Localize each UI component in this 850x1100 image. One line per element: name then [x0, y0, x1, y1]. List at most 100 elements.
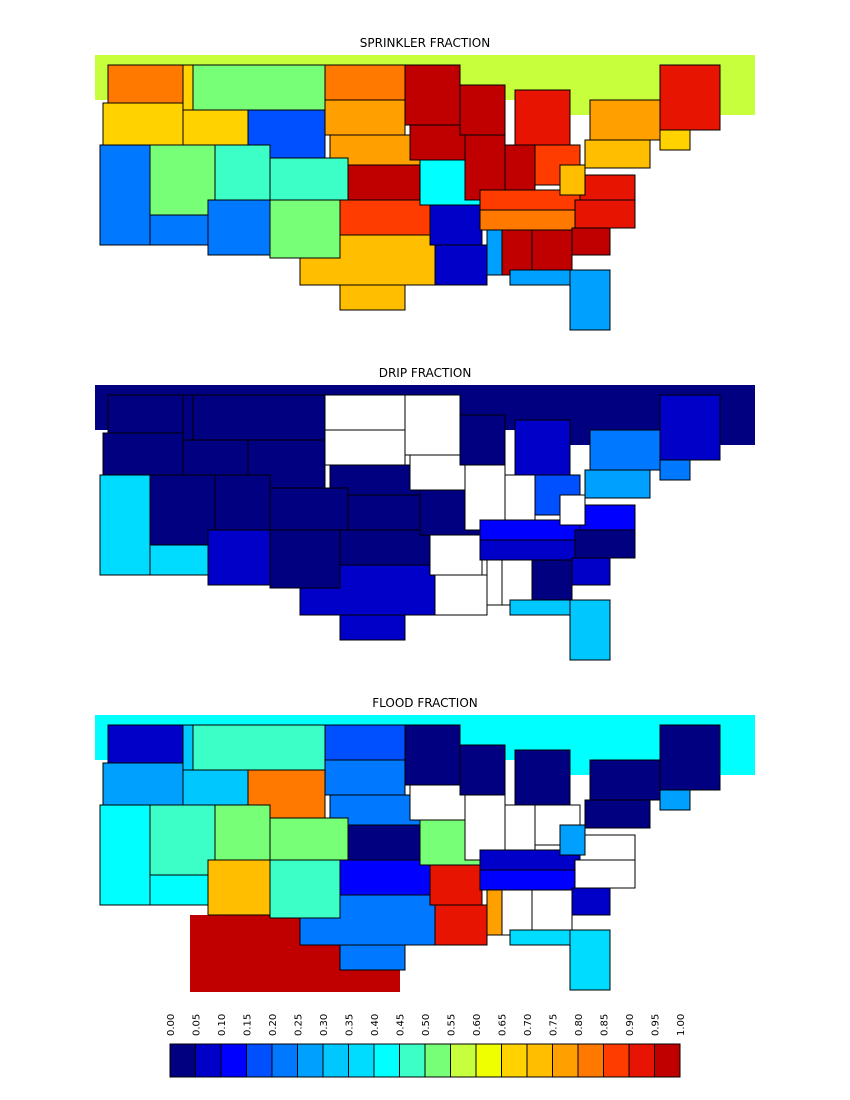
region-fl — [509, 929, 571, 946]
colorbar-swatch — [246, 1043, 273, 1078]
region-mn — [404, 394, 461, 456]
colorbar-swatch — [526, 1043, 553, 1078]
region-mex — [300, 970, 400, 992]
region-al — [501, 229, 533, 276]
colorbar-swatch — [475, 1043, 502, 1078]
region-wi — [459, 84, 506, 136]
panel-title-sprinkler: SPRINKLER FRACTION — [359, 36, 491, 50]
region-nc — [574, 529, 636, 559]
region-nm — [269, 529, 341, 589]
region-mn — [404, 724, 461, 786]
colorbar-tick-label: 0.65 — [498, 1014, 509, 1036]
region-nc — [574, 859, 636, 889]
colorbar-tick-label: 0.85 — [600, 1014, 611, 1036]
region-nv — [149, 804, 216, 876]
region-tn — [479, 869, 581, 891]
region-mi — [514, 419, 571, 476]
colorbar-swatch — [399, 1043, 426, 1078]
region-ar — [429, 534, 483, 576]
colorbar-tick-label: 0.45 — [396, 1014, 407, 1036]
region-sc — [571, 227, 611, 256]
colorbar-swatch — [628, 1043, 655, 1078]
map-panel-drip — [95, 385, 755, 662]
region-ca — [99, 474, 151, 576]
region-wv — [559, 824, 586, 856]
region-ga — [531, 889, 573, 936]
region-ut — [214, 474, 271, 531]
region-sne — [659, 459, 691, 481]
region-la — [434, 904, 488, 946]
region-ne_us — [659, 724, 721, 791]
colorbar-swatch — [271, 1043, 298, 1078]
region-nc — [574, 199, 636, 229]
colorbar-tick-label: 0.75 — [549, 1014, 560, 1036]
region-fl — [569, 929, 611, 991]
region-in — [504, 144, 536, 191]
colorbar-tick-label: 0.35 — [345, 1014, 356, 1036]
region-il — [464, 794, 506, 861]
region-ne_us — [659, 64, 721, 131]
region-ny — [589, 759, 661, 801]
region-al — [501, 889, 533, 936]
region-id — [182, 769, 249, 806]
region-in — [504, 804, 536, 851]
region-mt — [192, 64, 326, 111]
region-la — [434, 244, 488, 286]
region-ms — [486, 229, 503, 276]
region-ca — [149, 874, 209, 906]
region-ok — [339, 859, 431, 896]
region-fl — [509, 599, 571, 616]
region-pa — [584, 799, 651, 829]
colorbar-swatch — [195, 1043, 222, 1078]
colorbar-swatch — [450, 1043, 477, 1078]
region-ca — [149, 544, 209, 576]
region-mi — [514, 749, 571, 806]
region-id — [182, 439, 249, 476]
region-il — [464, 464, 506, 531]
region-ia — [409, 124, 466, 161]
region-sc — [571, 887, 611, 916]
region-nm — [269, 859, 341, 919]
region-nv — [149, 474, 216, 546]
region-ca — [149, 214, 209, 246]
region-mi — [514, 89, 571, 146]
region-ny — [589, 429, 661, 471]
colorbar-tick-label: 0.25 — [294, 1014, 305, 1036]
region-ca — [99, 144, 151, 246]
region-mt — [192, 394, 326, 441]
region-ms — [486, 559, 503, 606]
region-ut — [214, 804, 271, 861]
region-ne_us — [659, 394, 721, 461]
colorbar-tick-label: 0.80 — [574, 1014, 585, 1036]
region-ia — [409, 784, 466, 821]
colorbar-tick-label: 0.90 — [625, 1014, 636, 1036]
region-ga — [531, 559, 573, 606]
region-nd — [324, 724, 406, 761]
region-tx — [339, 614, 406, 641]
colorbar-tick-label: 0.10 — [217, 1014, 228, 1036]
colorbar-tick-label: 0.05 — [192, 1014, 203, 1036]
panel-title-drip: DRIP FRACTION — [378, 366, 472, 380]
region-mex — [300, 310, 400, 332]
region-fl — [569, 269, 611, 331]
region-mex — [300, 640, 400, 662]
region-pa — [584, 139, 651, 169]
colorbar-swatch — [169, 1043, 196, 1078]
colorbar-swatch — [220, 1043, 247, 1078]
colorbar-tick-label: 1.00 — [676, 1014, 687, 1036]
colorbar-swatch — [322, 1043, 349, 1078]
region-ks — [347, 164, 431, 201]
colorbar-tick-label: 0.40 — [370, 1014, 381, 1036]
region-ar — [429, 204, 483, 246]
map-panel-flood — [95, 715, 755, 992]
region-or — [102, 762, 184, 806]
region-tn — [479, 209, 581, 231]
region-tx — [339, 944, 406, 971]
colorbar-swatch — [424, 1043, 451, 1078]
region-va — [579, 834, 636, 861]
region-ut — [214, 144, 271, 201]
region-nm — [269, 199, 341, 259]
region-sd — [324, 759, 406, 796]
region-pa — [584, 469, 651, 499]
